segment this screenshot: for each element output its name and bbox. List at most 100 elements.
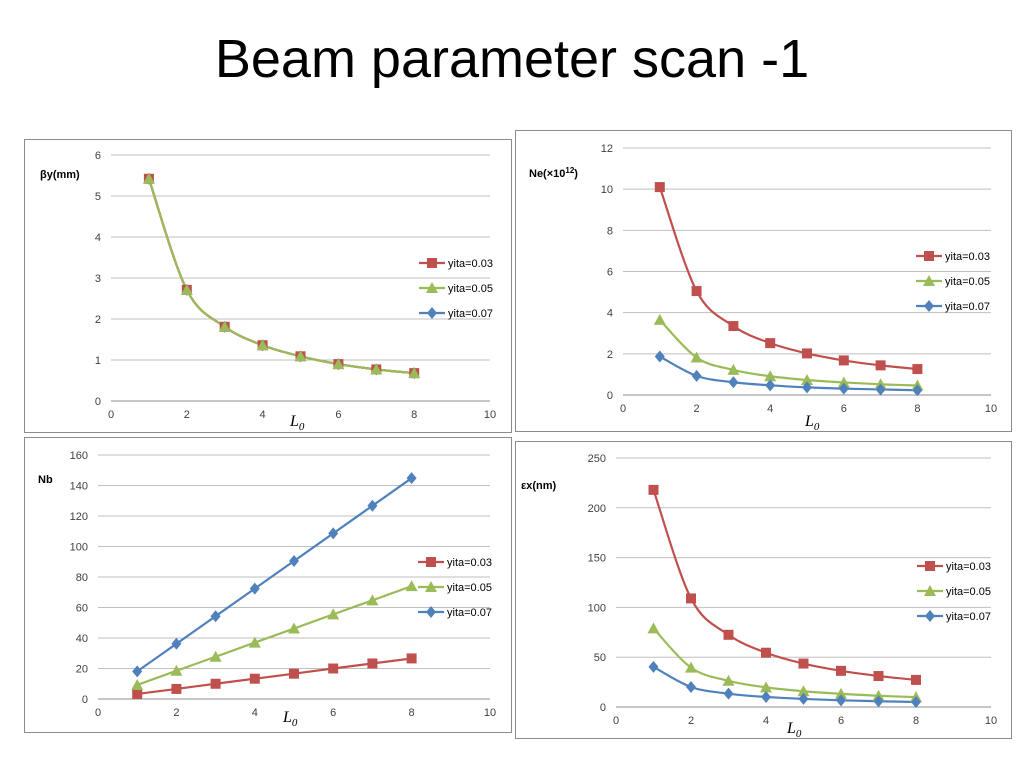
data-point bbox=[685, 661, 697, 673]
y-tick-label: 3 bbox=[95, 273, 101, 285]
data-point bbox=[256, 339, 269, 351]
data-point bbox=[875, 383, 886, 396]
y-axis-label-superscript: 12 bbox=[565, 166, 574, 175]
y-tick-label: 40 bbox=[76, 633, 88, 645]
x-tick-label: 4 bbox=[260, 409, 266, 421]
y-tick-label: 5 bbox=[95, 191, 101, 203]
series-line bbox=[658, 186, 918, 371]
x-axis-label: L0 bbox=[282, 709, 298, 729]
data-point bbox=[760, 681, 772, 693]
legend-label: yita=0.07 bbox=[447, 607, 492, 619]
legend-label: yita=0.05 bbox=[448, 283, 493, 295]
x-tick-label: 10 bbox=[484, 409, 496, 421]
y-tick-label: 8 bbox=[607, 225, 613, 237]
data-point bbox=[836, 694, 846, 707]
data-point bbox=[728, 321, 739, 332]
y-tick-label: 60 bbox=[76, 603, 88, 615]
legend-label: yita=0.05 bbox=[946, 586, 991, 598]
y-tick-label: 2 bbox=[607, 349, 613, 361]
data-point bbox=[723, 687, 734, 700]
data-point bbox=[218, 320, 231, 332]
data-point bbox=[727, 363, 740, 375]
x-tick-label: 8 bbox=[914, 403, 920, 415]
chart-plot-group: 0 1 2 3 4 5 6 0 2 4 6 8 10 βy(mm) L0 yita=0.03 yita=0.05… bbox=[40, 150, 496, 433]
x-tick-label: 4 bbox=[763, 715, 769, 727]
data-point bbox=[873, 671, 884, 682]
y-tick-label: 160 bbox=[70, 450, 88, 462]
data-point bbox=[132, 688, 143, 699]
y-tick-label: 100 bbox=[70, 542, 88, 554]
x-tick-label: 2 bbox=[184, 409, 190, 421]
x-tick-label: 6 bbox=[841, 403, 847, 415]
data-point bbox=[366, 594, 379, 606]
y-tick-label: 140 bbox=[70, 481, 88, 493]
data-point bbox=[210, 678, 221, 689]
legend-marker bbox=[426, 557, 436, 567]
y-tick-label: 0 bbox=[600, 702, 606, 714]
x-axis-label: L0 bbox=[289, 413, 305, 433]
y-axis-label: εx(nm) bbox=[521, 480, 557, 492]
data-point bbox=[327, 608, 340, 620]
y-tick-label: 4 bbox=[607, 308, 613, 320]
data-point bbox=[728, 376, 739, 389]
series-line bbox=[147, 178, 415, 375]
y-tick-label: 6 bbox=[95, 150, 101, 162]
data-point bbox=[802, 348, 812, 359]
data-point bbox=[132, 665, 143, 678]
legend-marker bbox=[924, 300, 934, 312]
y-tick-label: 120 bbox=[70, 511, 88, 523]
x-tick-label: 8 bbox=[913, 715, 919, 727]
legend-marker bbox=[925, 610, 935, 622]
legend-label: yita=0.05 bbox=[945, 276, 990, 288]
data-point bbox=[171, 637, 182, 650]
data-point bbox=[288, 622, 300, 634]
data-point bbox=[142, 172, 155, 184]
legend-marker bbox=[426, 282, 438, 293]
legend-label: yita=0.07 bbox=[946, 611, 991, 623]
data-point bbox=[764, 370, 777, 382]
legend-label: yita=0.07 bbox=[448, 308, 493, 320]
chart-plot-group: 0 50 100 150 200 250 0 2 4 6 8 10 εx(nm) L0 yita=0.03 y… bbox=[521, 453, 997, 740]
x-tick-label: 0 bbox=[620, 403, 626, 415]
chart-svg: 0 20 40 60 80 100 120 140 160 0 2 4 6 8 10 Nb L0 yita=0.0… bbox=[38, 450, 496, 729]
data-point bbox=[406, 653, 417, 664]
data-point bbox=[654, 350, 665, 363]
y-tick-label: 250 bbox=[588, 453, 606, 465]
x-axis-label-subscript: 0 bbox=[796, 728, 802, 740]
data-point bbox=[722, 674, 735, 686]
y-tick-label: 200 bbox=[588, 503, 606, 515]
x-axis-label-subscript: 0 bbox=[814, 421, 820, 433]
x-tick-label: 10 bbox=[985, 403, 997, 415]
data-point bbox=[648, 660, 659, 673]
data-point bbox=[289, 668, 299, 679]
x-tick-label: 10 bbox=[985, 715, 997, 727]
x-tick-label: 2 bbox=[694, 403, 700, 415]
data-point bbox=[765, 379, 776, 392]
slide-title: Beam parameter scan -1 bbox=[214, 29, 810, 89]
nb-chart-panel: 0 20 40 60 80 100 120 140 160 0 2 4 6 8 10 Nb L0 yita=0.0… bbox=[24, 437, 512, 733]
legend-label: yita=0.03 bbox=[945, 251, 990, 263]
data-point bbox=[647, 622, 660, 634]
legend-marker bbox=[426, 606, 436, 618]
chart-plot-group: 0 20 40 60 80 100 120 140 160 0 2 4 6 8 10 Nb L0 yita=0.0… bbox=[38, 450, 496, 729]
data-point bbox=[370, 363, 383, 375]
x-axis-label: L0 bbox=[804, 413, 820, 433]
data-point bbox=[406, 472, 417, 485]
data-point bbox=[653, 313, 666, 325]
data-point bbox=[836, 665, 846, 676]
data-point bbox=[408, 367, 421, 379]
beta-y-chart-panel: 0 1 2 3 4 5 6 0 2 4 6 8 10 βy(mm) L0 yita=0.03 yita=0.05… bbox=[24, 139, 512, 433]
x-tick-label: 2 bbox=[688, 715, 694, 727]
y-tick-label: 0 bbox=[607, 390, 613, 402]
legend-label: yita=0.03 bbox=[448, 258, 493, 270]
y-tick-label: 80 bbox=[76, 572, 88, 584]
x-tick-label: 4 bbox=[252, 707, 258, 719]
y-tick-label: 2 bbox=[95, 314, 101, 326]
data-point bbox=[686, 680, 696, 693]
data-point bbox=[367, 499, 378, 512]
y-tick-label: 0 bbox=[82, 694, 88, 706]
x-tick-label: 8 bbox=[411, 409, 417, 421]
data-point bbox=[367, 658, 378, 669]
data-point bbox=[332, 358, 345, 370]
series-line bbox=[147, 178, 415, 375]
